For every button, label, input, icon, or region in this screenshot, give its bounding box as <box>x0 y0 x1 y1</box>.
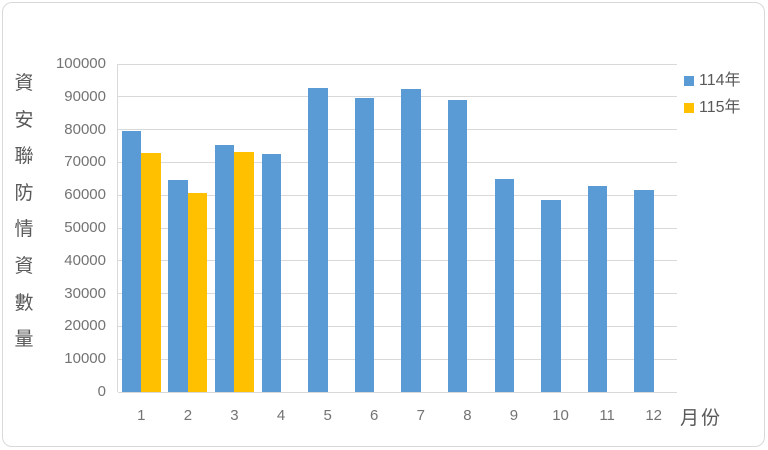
x-tick-label: 10 <box>552 407 569 424</box>
x-tick-label: 7 <box>416 407 425 424</box>
gridline <box>118 391 677 393</box>
gridline <box>118 63 677 65</box>
y-axis-title-char: 資 <box>14 73 34 94</box>
legend-item: 114年 <box>684 72 741 90</box>
bar-114年-month-5 <box>308 87 328 392</box>
y-axis-line <box>117 64 118 392</box>
x-tick-label: 8 <box>463 407 472 424</box>
gridline <box>118 227 677 229</box>
x-tick-label: 4 <box>276 407 286 424</box>
y-tick-label: 40000 <box>64 251 106 269</box>
legend-swatch-icon <box>684 103 694 113</box>
x-tick-label: 5 <box>323 407 332 424</box>
y-axis-title-char: 聯 <box>14 146 34 168</box>
gridline <box>118 293 677 295</box>
x-tick-label: 9 <box>509 407 519 424</box>
x-tick-label: 2 <box>183 407 193 424</box>
gridline <box>118 129 677 131</box>
y-tick-label: 60000 <box>64 186 106 204</box>
gridline <box>118 194 677 196</box>
y-tick-label: 90000 <box>64 87 106 105</box>
bar-115年-month-1 <box>141 152 161 392</box>
bar-114年-month-11 <box>587 186 608 392</box>
x-tick-label: 1 <box>137 407 146 424</box>
gridline <box>118 325 677 327</box>
bar-114年-month-8 <box>447 99 468 392</box>
bar-114年-month-7 <box>401 88 421 392</box>
bar-114年-month-4 <box>261 153 282 392</box>
bar-114年-month-10 <box>541 199 561 392</box>
y-tick-label: 80000 <box>64 120 106 138</box>
y-tick-label: 100000 <box>55 55 106 72</box>
gridline <box>118 161 677 163</box>
y-tick-label: 0 <box>97 383 106 400</box>
y-axis-title-char: 數 <box>14 292 34 314</box>
gridline <box>118 260 677 262</box>
bar-115年-month-3 <box>234 152 254 392</box>
y-tick-label: 20000 <box>64 317 106 335</box>
x-tick-label: 6 <box>370 407 379 424</box>
bar-114年-month-1 <box>121 131 142 392</box>
gridline <box>118 96 677 98</box>
x-tick-label: 3 <box>230 407 239 424</box>
y-axis-title-char: 量 <box>14 329 34 351</box>
legend: 114年 115年 <box>684 72 741 126</box>
y-axis-title: 資安聯防情資數量 <box>11 72 37 365</box>
x-tick-label: 12 <box>645 407 663 424</box>
bar-115年-month-2 <box>187 192 208 392</box>
y-axis-title-char: 資 <box>14 255 34 277</box>
y-axis-title-char: 防 <box>14 182 34 204</box>
y-tick-label: 50000 <box>64 219 106 236</box>
legend-label: 115年 <box>699 99 741 116</box>
y-tick-label: 10000 <box>64 350 106 368</box>
legend-item: 115年 <box>684 99 741 117</box>
bar-114年-month-12 <box>634 189 654 392</box>
gridline <box>118 358 677 360</box>
legend-swatch-icon <box>684 76 694 86</box>
bar-114年-month-2 <box>168 180 188 392</box>
y-tick-label: 30000 <box>64 284 106 302</box>
y-axis-title-char: 安 <box>14 109 34 131</box>
y-axis-title-char: 情 <box>14 219 34 241</box>
y-tick-label: 70000 <box>64 153 106 171</box>
x-axis-title: 月份 <box>680 408 723 429</box>
legend-label: 114年 <box>699 72 741 89</box>
bar-114年-month-3 <box>215 145 235 392</box>
bar-114年-month-6 <box>354 97 375 392</box>
bar-114年-month-9 <box>494 178 514 392</box>
x-tick-label: 11 <box>599 407 615 424</box>
